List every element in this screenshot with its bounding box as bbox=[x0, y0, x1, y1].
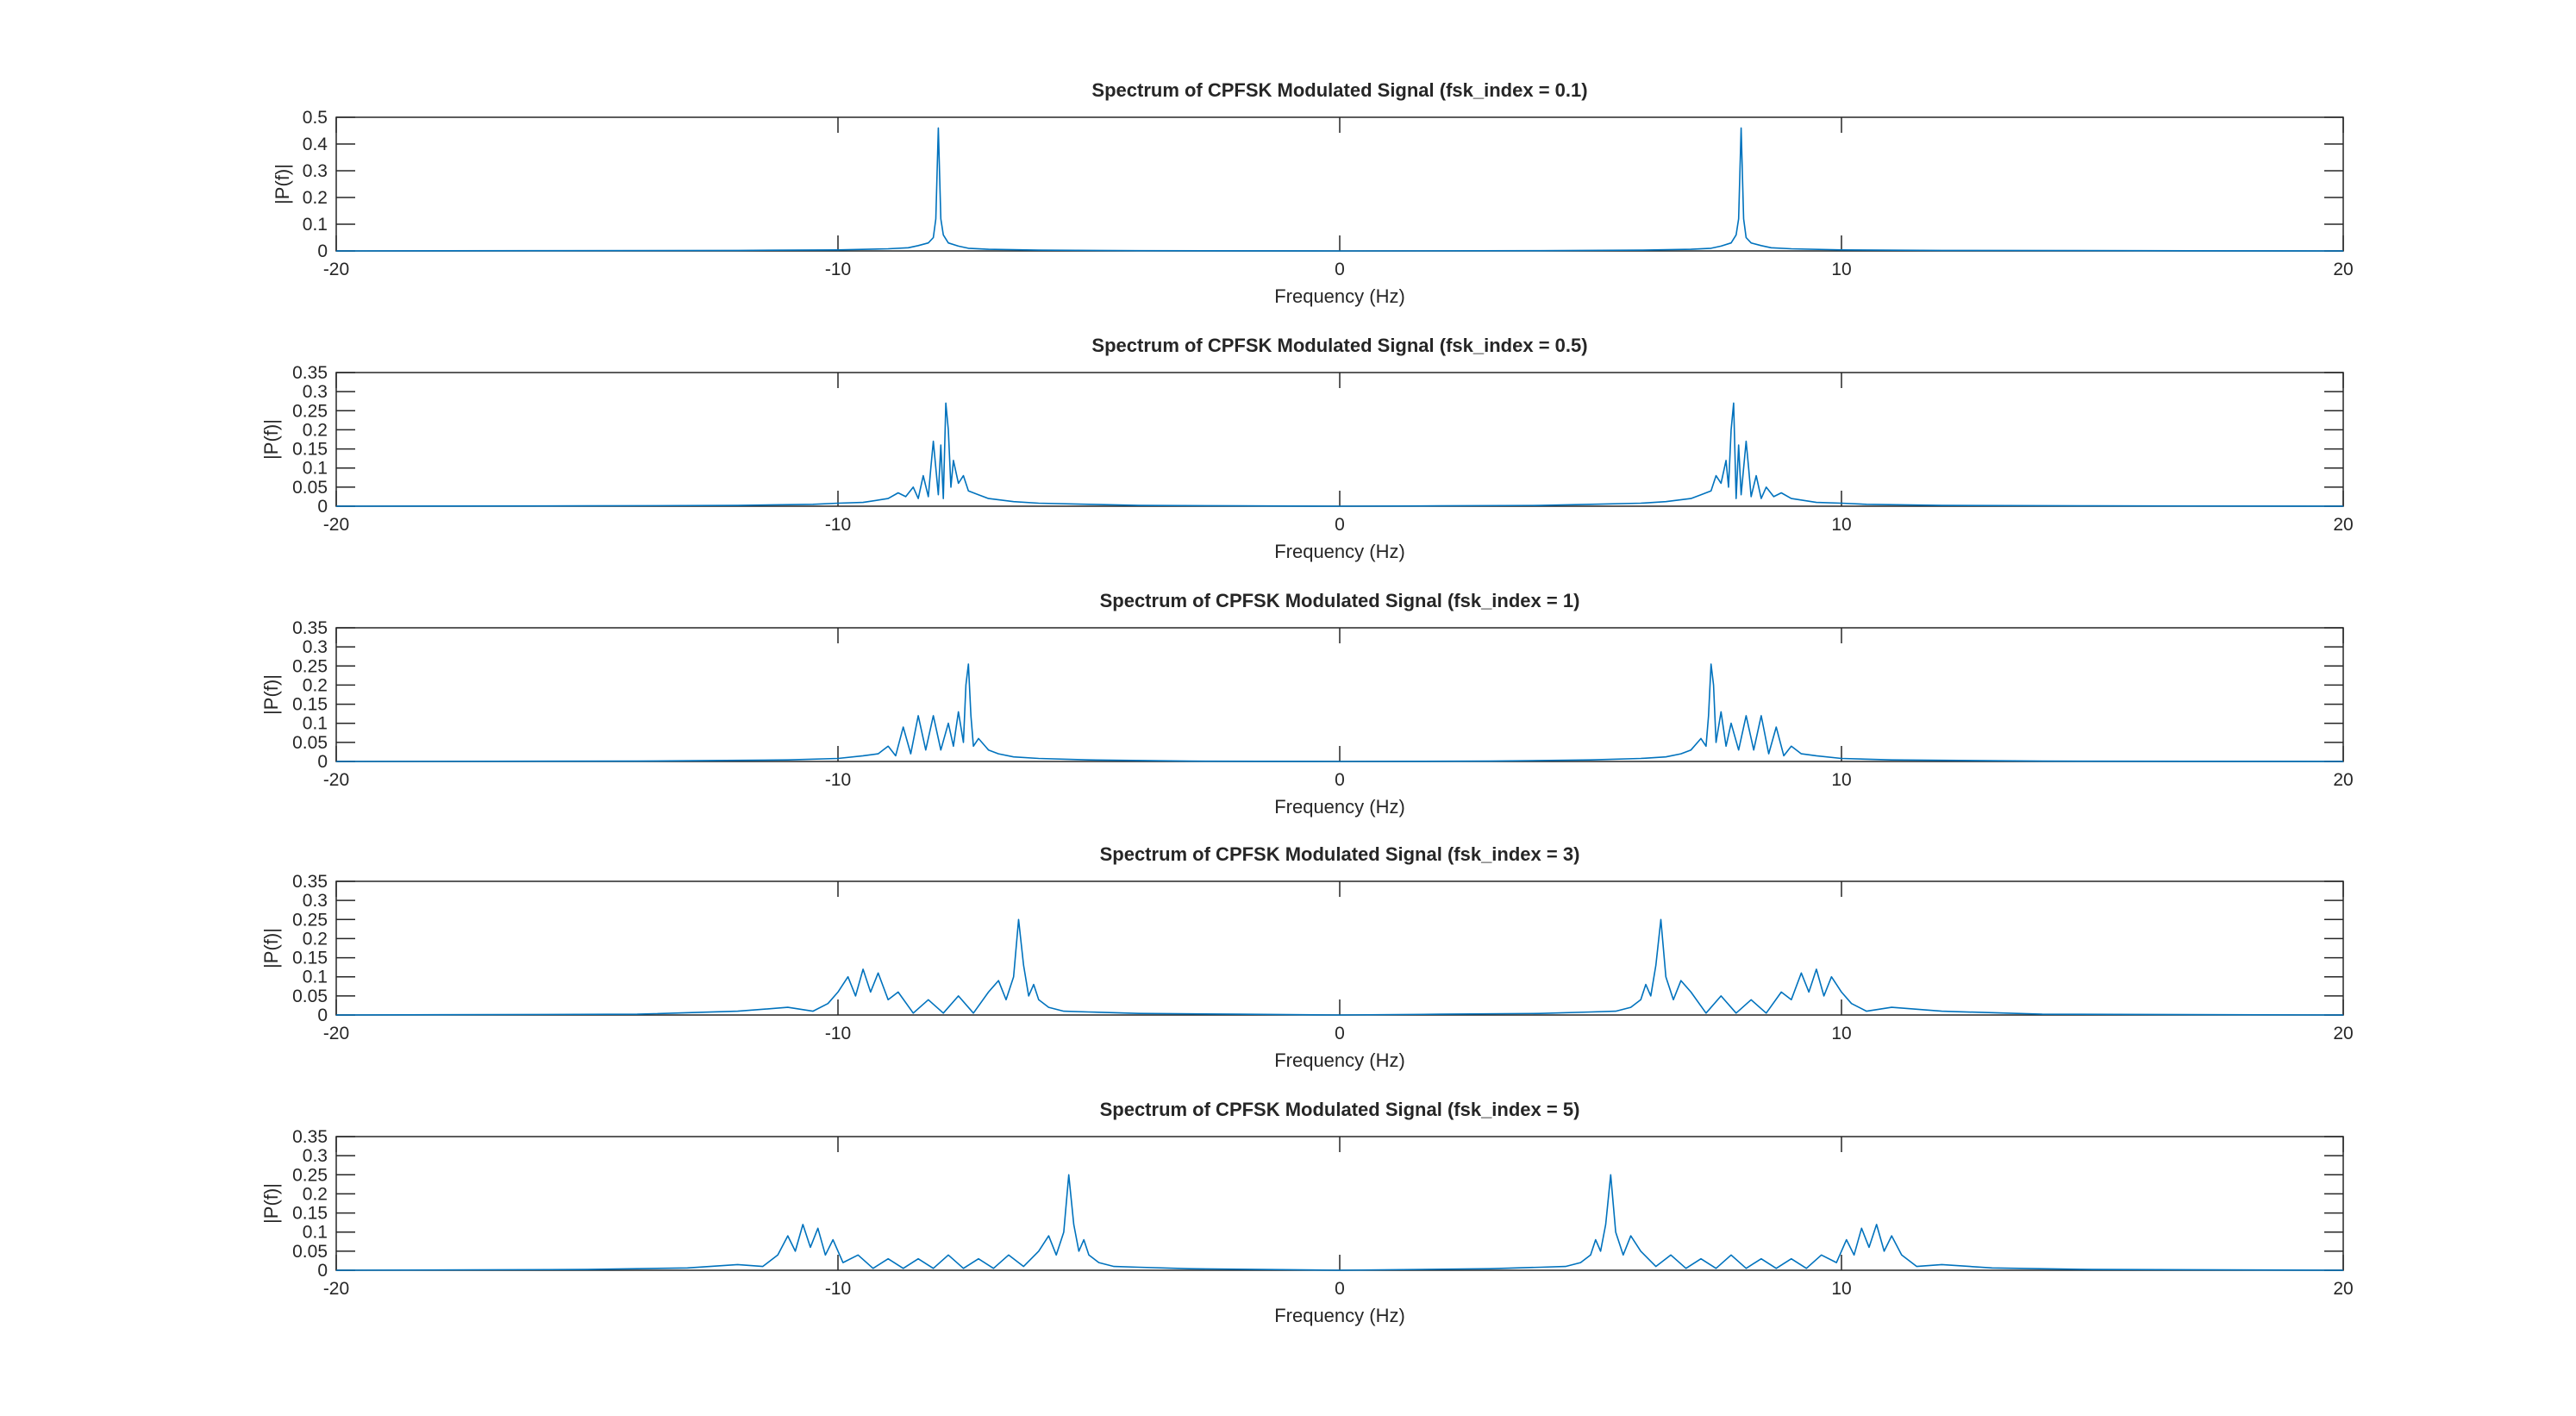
y-tick-label: 0.2 bbox=[303, 1184, 328, 1204]
y-tick-label: 0.25 bbox=[292, 910, 328, 930]
x-tick-label: -20 bbox=[323, 260, 349, 279]
y-tick-label: 0.5 bbox=[303, 108, 328, 128]
y-tick-label: 0 bbox=[317, 497, 328, 517]
y-axis-label: |P(f)| bbox=[260, 928, 282, 968]
plot-title: Spectrum of CPFSK Modulated Signal (fsk_… bbox=[1091, 335, 1587, 356]
y-tick-label: 0.2 bbox=[303, 420, 328, 440]
y-tick-label: 0.3 bbox=[303, 637, 328, 657]
x-tick-label: 0 bbox=[1335, 260, 1345, 279]
plot-title: Spectrum of CPFSK Modulated Signal (fsk_… bbox=[1100, 590, 1580, 611]
y-tick-label: 0 bbox=[317, 1006, 328, 1025]
subplot-1: Spectrum of CPFSK Modulated Signal (fsk_… bbox=[272, 79, 2354, 307]
y-axis-label: |P(f)| bbox=[260, 419, 282, 460]
y-tick-label: 0.1 bbox=[303, 215, 328, 235]
x-tick-label: 10 bbox=[1831, 515, 1851, 535]
axes-box bbox=[335, 372, 2344, 507]
y-tick-label: 0.15 bbox=[292, 440, 328, 460]
x-tick-label: 0 bbox=[1335, 1279, 1345, 1299]
y-tick-label: 0.15 bbox=[292, 695, 328, 715]
x-tick-label: 0 bbox=[1335, 1024, 1345, 1043]
x-tick-label: -20 bbox=[323, 770, 349, 790]
y-tick-label: 0.3 bbox=[303, 382, 328, 402]
x-tick-label: 10 bbox=[1831, 1024, 1851, 1043]
y-tick-label: 0.05 bbox=[292, 987, 328, 1006]
y-tick-label: 0.3 bbox=[303, 161, 328, 181]
y-tick-label: 0.2 bbox=[303, 188, 328, 208]
plot-title: Spectrum of CPFSK Modulated Signal (fsk_… bbox=[1100, 1099, 1580, 1120]
y-tick-label: 0.35 bbox=[292, 618, 328, 638]
x-tick-label: -10 bbox=[825, 260, 851, 279]
y-axis-label: |P(f)| bbox=[260, 1183, 282, 1224]
x-axis-label: Frequency (Hz) bbox=[1274, 1305, 1405, 1326]
x-tick-label: 20 bbox=[2333, 260, 2353, 279]
x-axis-label: Frequency (Hz) bbox=[1274, 285, 1405, 307]
x-tick-label: 20 bbox=[2333, 1024, 2353, 1043]
y-tick-label: 0.15 bbox=[292, 949, 328, 968]
x-tick-label: -10 bbox=[825, 1279, 851, 1299]
axes-box bbox=[335, 116, 2344, 252]
y-axis-label: |P(f)| bbox=[260, 674, 282, 715]
y-tick-label: 0.25 bbox=[292, 1165, 328, 1185]
y-tick-label: 0.05 bbox=[292, 478, 328, 498]
x-axis-label: Frequency (Hz) bbox=[1274, 1049, 1405, 1071]
y-tick-label: 0.2 bbox=[303, 675, 328, 695]
y-tick-label: 0.3 bbox=[303, 891, 328, 911]
y-tick-label: 0.1 bbox=[303, 459, 328, 479]
axes-box bbox=[335, 880, 2344, 1016]
y-tick-label: 0 bbox=[317, 752, 328, 772]
axes-box bbox=[335, 627, 2344, 762]
y-tick-label: 0.15 bbox=[292, 1204, 328, 1224]
plot-title: Spectrum of CPFSK Modulated Signal (fsk_… bbox=[1100, 843, 1580, 865]
y-tick-label: 0 bbox=[317, 1261, 328, 1281]
y-tick-label: 0.1 bbox=[303, 714, 328, 734]
y-tick-label: 0.1 bbox=[303, 968, 328, 987]
plot-title: Spectrum of CPFSK Modulated Signal (fsk_… bbox=[1091, 79, 1587, 101]
x-tick-label: 10 bbox=[1831, 260, 1851, 279]
y-tick-label: 0 bbox=[317, 241, 328, 261]
x-tick-label: 20 bbox=[2333, 1279, 2353, 1299]
x-tick-label: -10 bbox=[825, 515, 851, 535]
x-tick-label: 20 bbox=[2333, 770, 2353, 790]
series-line-1 bbox=[335, 663, 2344, 762]
y-tick-label: 0.35 bbox=[292, 363, 328, 383]
x-tick-label: -10 bbox=[825, 1024, 851, 1043]
y-tick-label: 0.25 bbox=[292, 401, 328, 421]
subplot-2: Spectrum of CPFSK Modulated Signal (fsk_… bbox=[260, 335, 2354, 562]
axes-box bbox=[335, 1136, 2344, 1271]
y-tick-label: 0.1 bbox=[303, 1223, 328, 1243]
subplot-4: Spectrum of CPFSK Modulated Signal (fsk_… bbox=[260, 843, 2354, 1071]
series-line-1 bbox=[335, 402, 2344, 507]
series-line-1 bbox=[335, 1174, 2344, 1271]
x-tick-label: 20 bbox=[2333, 515, 2353, 535]
x-tick-label: -20 bbox=[323, 1279, 349, 1299]
y-tick-label: 0.3 bbox=[303, 1146, 328, 1166]
x-axis-label: Frequency (Hz) bbox=[1274, 541, 1405, 562]
y-tick-label: 0.05 bbox=[292, 733, 328, 753]
y-axis-label: |P(f)| bbox=[272, 164, 293, 204]
y-tick-label: 0.2 bbox=[303, 929, 328, 949]
y-tick-label: 0.25 bbox=[292, 656, 328, 676]
x-tick-label: -20 bbox=[323, 1024, 349, 1043]
x-tick-label: 0 bbox=[1335, 770, 1345, 790]
x-tick-label: -10 bbox=[825, 770, 851, 790]
x-tick-label: 10 bbox=[1831, 1279, 1851, 1299]
y-tick-label: 0.4 bbox=[303, 135, 328, 154]
y-tick-label: 0.35 bbox=[292, 872, 328, 892]
subplot-5: Spectrum of CPFSK Modulated Signal (fsk_… bbox=[260, 1099, 2354, 1326]
y-tick-label: 0.35 bbox=[292, 1127, 328, 1147]
x-axis-label: Frequency (Hz) bbox=[1274, 796, 1405, 818]
series-line-1 bbox=[335, 918, 2344, 1016]
y-tick-label: 0.05 bbox=[292, 1242, 328, 1262]
series-line-1 bbox=[335, 127, 2344, 252]
x-tick-label: 0 bbox=[1335, 515, 1345, 535]
subplot-3: Spectrum of CPFSK Modulated Signal (fsk_… bbox=[260, 590, 2354, 818]
x-tick-label: -20 bbox=[323, 515, 349, 535]
x-tick-label: 10 bbox=[1831, 770, 1851, 790]
